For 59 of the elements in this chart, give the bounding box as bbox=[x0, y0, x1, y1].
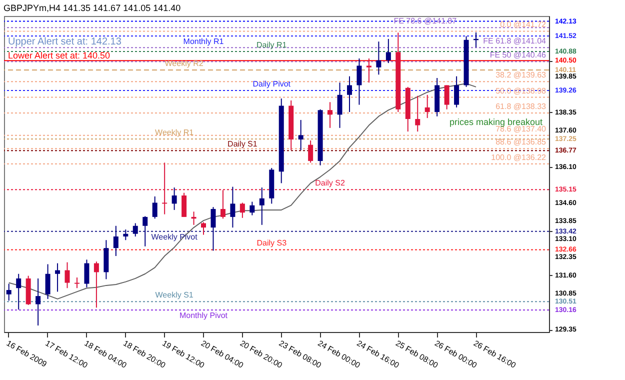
ref-line-label: Daily S3 bbox=[256, 238, 288, 248]
ref-line-label: Daily S1 bbox=[228, 140, 258, 149]
ref-line-label: Daily Pivot bbox=[252, 80, 292, 89]
candlestick bbox=[36, 278, 41, 326]
candlestick bbox=[346, 76, 352, 113]
candlestick bbox=[84, 259, 90, 288]
candlestick bbox=[250, 201, 255, 216]
ref-line-label: FE 50 @140.46 bbox=[490, 50, 547, 60]
ref-line-label: Monthly R1 bbox=[183, 37, 224, 46]
candlestick bbox=[123, 228, 128, 241]
ref-line-label: Weekly S1 bbox=[155, 290, 194, 300]
candlestick bbox=[230, 186, 236, 228]
ref-line-label: 88.6 @136.85 bbox=[496, 138, 547, 147]
candlestick bbox=[376, 41, 382, 76]
ref-line-label: 50.0 @138.98 bbox=[496, 86, 547, 96]
ref-line-label: Upper Alert set at: 142.13 bbox=[8, 36, 122, 48]
ref-line-label: 100.0 @136.22 bbox=[491, 152, 547, 162]
ref-line-label: Weekly R2 bbox=[164, 59, 204, 68]
candlestick bbox=[6, 283, 12, 302]
candlestick bbox=[132, 222, 138, 237]
candlestick bbox=[182, 192, 187, 218]
ref-line-label: Daily S2 bbox=[315, 178, 346, 188]
chart-title: GBPJPYm,H4 141.35 141.67 141.05 141.40 bbox=[4, 3, 181, 13]
candlestick bbox=[328, 102, 333, 128]
candlestick bbox=[444, 84, 450, 110]
candlestick bbox=[113, 225, 118, 257]
candlestick bbox=[64, 262, 70, 289]
candlestick bbox=[16, 273, 22, 310]
ref-line-label: Daily R1 bbox=[256, 40, 288, 50]
ref-line-label: FE 61.8 @141.04 bbox=[483, 36, 547, 46]
candlestick bbox=[201, 222, 206, 236]
candlestick bbox=[259, 187, 264, 226]
candlestick bbox=[55, 262, 60, 292]
candlestick bbox=[152, 196, 158, 220]
candlestick bbox=[308, 140, 314, 164]
candlestick bbox=[172, 187, 177, 210]
ref-line-label: FE 78.6 @141.87 bbox=[394, 16, 458, 26]
candlestick bbox=[356, 58, 362, 106]
ref-line-label: Lower Alert set at: 140.50 bbox=[8, 50, 110, 61]
candlestick bbox=[454, 76, 460, 108]
candlestick bbox=[386, 38, 391, 64]
annotation: prices making breakout bbox=[449, 117, 544, 127]
candlestick bbox=[210, 206, 216, 252]
candlestick bbox=[240, 202, 245, 218]
candlestick bbox=[424, 94, 430, 119]
ref-line-label: Monthly Pivot bbox=[179, 311, 228, 320]
candlestick bbox=[366, 58, 372, 84]
ref-line-label: 0.0 @141.72 bbox=[500, 20, 547, 30]
candlestick bbox=[74, 276, 80, 289]
ref-line-label: Weekly R1 bbox=[155, 128, 194, 138]
candlestick bbox=[94, 261, 99, 308]
ref-line-label: 38.2 @139.63 bbox=[496, 70, 547, 80]
candlestick bbox=[45, 264, 50, 300]
ref-line-label: 61.8 @138.33 bbox=[496, 102, 547, 111]
candlestick bbox=[298, 119, 304, 151]
ref-line-label: 78.6 @137.40 bbox=[496, 124, 547, 134]
candlestick bbox=[415, 95, 420, 132]
candlestick bbox=[142, 216, 148, 247]
candlestick bbox=[337, 82, 342, 128]
